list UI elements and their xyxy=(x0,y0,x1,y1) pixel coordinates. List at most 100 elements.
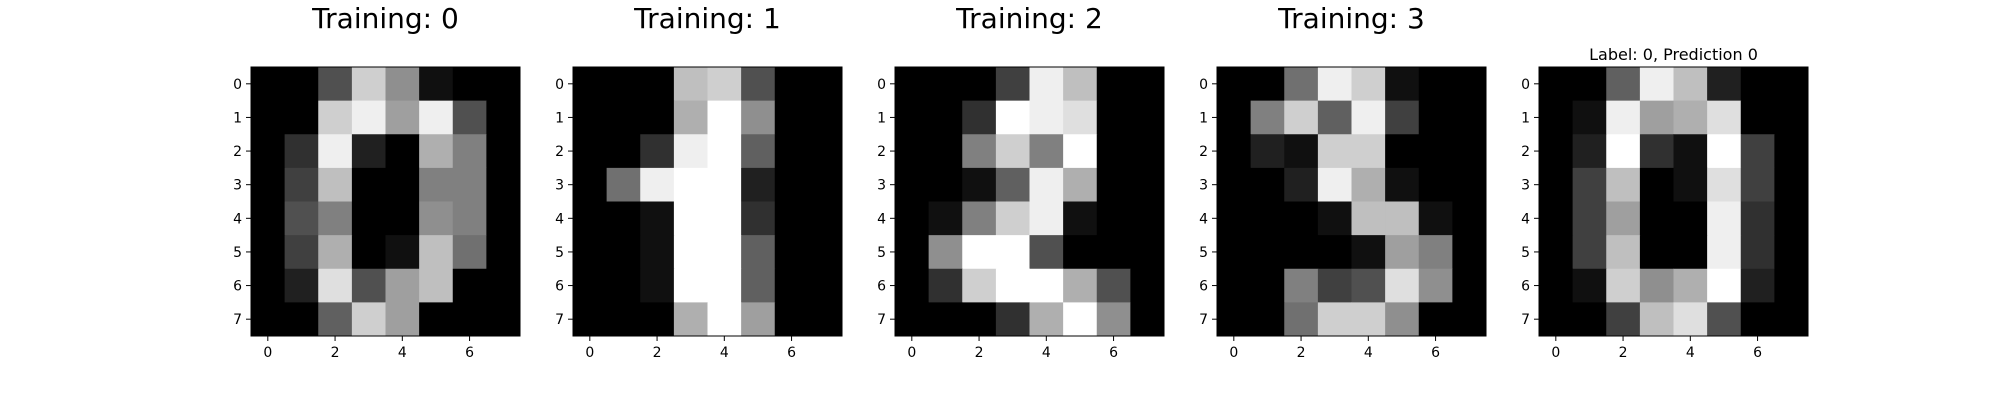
pixel-cell xyxy=(673,167,709,203)
pixel-cell xyxy=(1774,302,1809,337)
y-tick-label: 4 xyxy=(1199,211,1208,227)
pixel-cell xyxy=(774,167,809,203)
pixel-cell xyxy=(419,67,454,102)
pixel-cell xyxy=(419,235,454,270)
pixel-cell xyxy=(486,201,521,236)
pixel-cell xyxy=(673,201,709,236)
pixel-cell xyxy=(1452,268,1487,303)
pixel-cell xyxy=(318,100,353,135)
pixel-cell xyxy=(1385,235,1420,270)
x-tick-label: 6 xyxy=(1753,345,1762,361)
pixel-cell xyxy=(486,302,521,337)
pixel-cell xyxy=(995,235,1031,270)
y-tick-label: 6 xyxy=(233,279,242,295)
pixel-cell xyxy=(1606,201,1641,236)
pixel-cell xyxy=(995,134,1031,169)
pixel-cell xyxy=(1539,167,1574,203)
pixel-cell xyxy=(1250,167,1285,203)
pixel-cell xyxy=(318,302,353,337)
chart-panel-1: Training: 1 0 1 2 3 4 5 6 7 0 2 4 6 xyxy=(555,2,843,361)
y-tick-label: 1 xyxy=(1199,110,1208,126)
pixel-cell xyxy=(1096,235,1131,270)
pixel-cell xyxy=(1452,235,1487,270)
pixel-cell xyxy=(1774,235,1809,270)
pixel-cell xyxy=(1029,235,1064,270)
pixel-cell xyxy=(284,167,319,203)
pixel-cell xyxy=(995,67,1031,102)
chart-title: Label: 0, Prediction 0 xyxy=(1589,45,1758,64)
pixel-cell xyxy=(284,201,319,236)
x-tick-label: 0 xyxy=(263,345,272,361)
pixel-cell xyxy=(962,167,997,203)
pixel-cell xyxy=(1217,167,1252,203)
pixel-cell xyxy=(895,201,930,236)
pixel-cell xyxy=(419,134,454,169)
pixel-cell xyxy=(452,235,487,270)
pixel-cell xyxy=(895,235,930,270)
pixel-cell xyxy=(1096,201,1131,236)
pixel-cell xyxy=(351,235,387,270)
pixel-cell xyxy=(1418,268,1453,303)
pixel-cell xyxy=(1284,201,1319,236)
pixel-cell xyxy=(1774,67,1809,102)
x-tick-label: 4 xyxy=(1686,345,1695,361)
pixel-cell xyxy=(606,100,641,135)
pixel-cell xyxy=(1673,167,1708,203)
pixel-cell xyxy=(1539,235,1574,270)
pixel-cell xyxy=(995,201,1031,236)
x-tick-label: 4 xyxy=(1364,345,1373,361)
pixel-cell xyxy=(1774,134,1809,169)
pixel-cell xyxy=(707,134,742,169)
pixel-cell xyxy=(707,201,742,236)
y-tick-label: 2 xyxy=(233,144,242,160)
pixel-cell xyxy=(1063,302,1098,337)
pixel-cell xyxy=(1673,100,1708,135)
pixel-cell xyxy=(385,201,420,236)
pixel-cell xyxy=(1217,302,1252,337)
pixel-cell xyxy=(452,134,487,169)
pixel-cell xyxy=(1774,268,1809,303)
pixel-cell xyxy=(251,268,286,303)
pixel-cell xyxy=(1317,201,1353,236)
pixel-cell xyxy=(1317,100,1353,135)
pixel-cell xyxy=(1606,302,1641,337)
pixel-cell xyxy=(1351,201,1386,236)
pixel-cell xyxy=(573,268,608,303)
pixel-cell xyxy=(995,302,1031,337)
pixel-cell xyxy=(452,67,487,102)
pixel-cell xyxy=(707,235,742,270)
pixel-cell xyxy=(1418,302,1453,337)
y-tick-label: 7 xyxy=(555,312,564,328)
pixel-cell xyxy=(1572,134,1607,169)
pixel-cell xyxy=(1317,67,1353,102)
pixel-cell xyxy=(1130,201,1165,236)
y-tick-label: 4 xyxy=(877,211,886,227)
chart-title: Training: 3 xyxy=(1277,2,1425,35)
pixel-cell xyxy=(606,268,641,303)
pixel-cell xyxy=(385,100,420,135)
pixel-cell xyxy=(895,134,930,169)
pixel-cell xyxy=(1385,100,1420,135)
pixel-cell xyxy=(1284,167,1319,203)
pixel-cell xyxy=(1452,67,1487,102)
pixel-cell xyxy=(640,67,675,102)
pixel-cell xyxy=(673,67,709,102)
pixel-cell xyxy=(351,201,387,236)
pixel-cell xyxy=(1639,268,1675,303)
pixel-cell xyxy=(1539,134,1574,169)
pixel-cell xyxy=(573,67,608,102)
pixel-cell xyxy=(928,167,963,203)
pixel-cell xyxy=(1673,235,1708,270)
y-tick-label: 1 xyxy=(1521,110,1530,126)
pixel-cell xyxy=(251,167,286,203)
pixel-cell xyxy=(1452,100,1487,135)
pixel-cell xyxy=(774,268,809,303)
pixel-cell xyxy=(640,134,675,169)
pixel-cell xyxy=(707,100,742,135)
x-tick-label: 4 xyxy=(1042,345,1051,361)
chart-panel-2: Training: 2 0 1 2 3 4 5 6 7 0 2 4 6 xyxy=(877,2,1165,361)
pixel-cell xyxy=(1096,302,1131,337)
pixel-cell xyxy=(640,235,675,270)
pixel-cell xyxy=(1029,67,1064,102)
pixel-cell xyxy=(251,134,286,169)
